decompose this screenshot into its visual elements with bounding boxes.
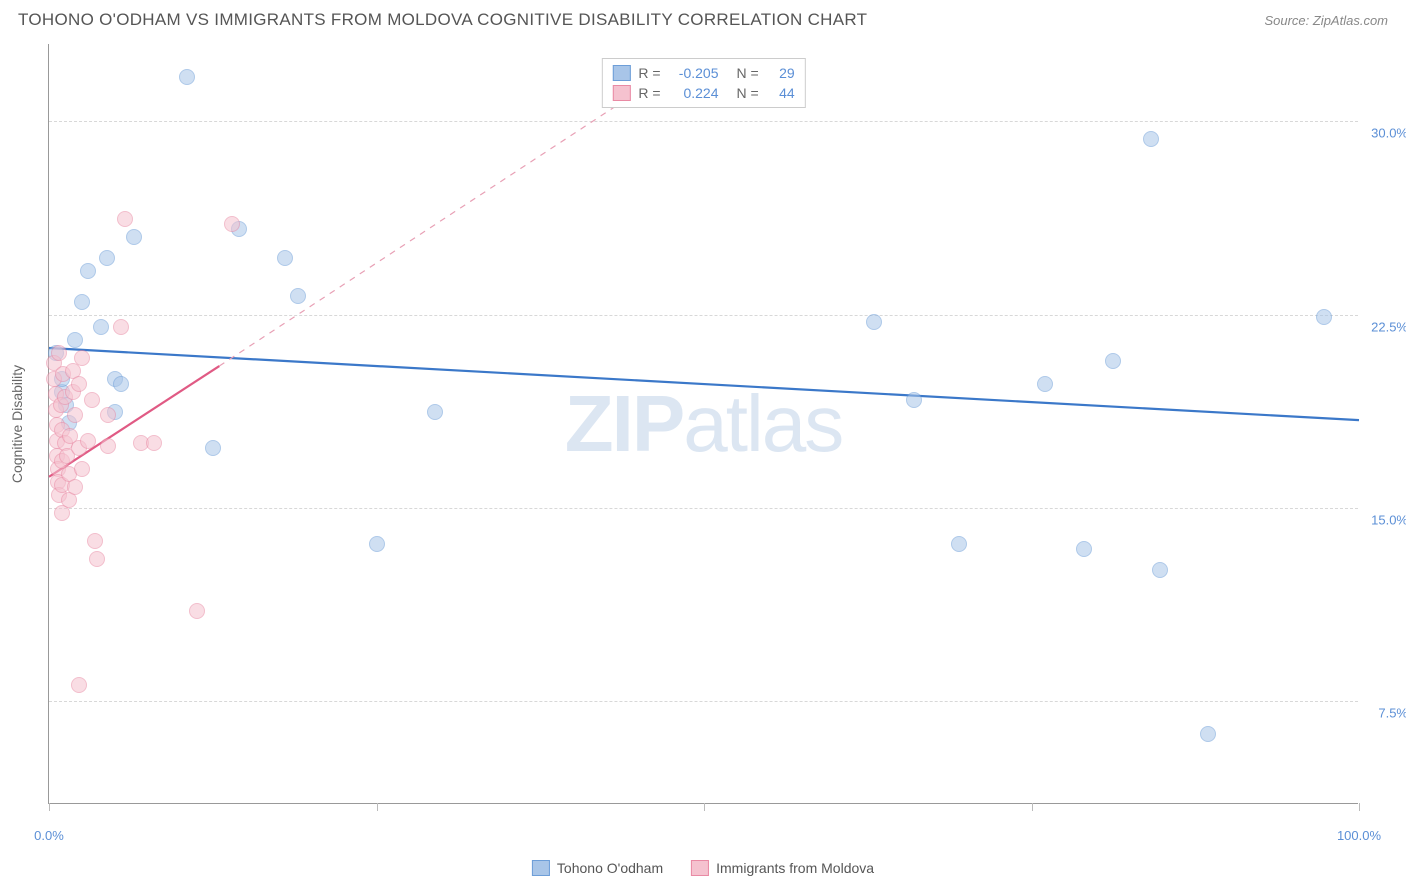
- n-value: 44: [767, 85, 795, 101]
- data-point: [74, 350, 90, 366]
- data-point: [71, 376, 87, 392]
- x-tick: [704, 803, 705, 811]
- x-tick: [1359, 803, 1360, 811]
- r-value: -0.205: [669, 65, 719, 81]
- watermark: ZIPatlas: [565, 378, 842, 470]
- data-point: [113, 376, 129, 392]
- data-point: [100, 438, 116, 454]
- data-point: [100, 407, 116, 423]
- data-point: [117, 211, 133, 227]
- trend-line: [49, 348, 1359, 420]
- data-point: [84, 392, 100, 408]
- x-tick: [377, 803, 378, 811]
- watermark-bold: ZIP: [565, 379, 683, 468]
- data-point: [1316, 309, 1332, 325]
- legend-swatch: [612, 85, 630, 101]
- legend-item: Tohono O'odham: [532, 860, 663, 876]
- y-tick-label: 15.0%: [1363, 512, 1406, 527]
- data-point: [906, 392, 922, 408]
- data-point: [427, 404, 443, 420]
- data-point: [179, 69, 195, 85]
- trend-line: [219, 83, 651, 366]
- y-tick-label: 7.5%: [1363, 705, 1406, 720]
- data-point: [290, 288, 306, 304]
- data-point: [51, 345, 67, 361]
- gridline: [49, 701, 1358, 702]
- watermark-light: atlas: [683, 379, 842, 468]
- r-value: 0.224: [669, 85, 719, 101]
- data-point: [126, 229, 142, 245]
- data-point: [189, 603, 205, 619]
- source-label: Source: ZipAtlas.com: [1264, 13, 1388, 28]
- data-point: [951, 536, 967, 552]
- legend-label: Tohono O'odham: [557, 860, 663, 876]
- x-tick: [49, 803, 50, 811]
- data-point: [1076, 541, 1092, 557]
- n-value: 29: [767, 65, 795, 81]
- gridline: [49, 121, 1358, 122]
- n-label: N =: [737, 65, 759, 81]
- data-point: [113, 319, 129, 335]
- y-axis-title: Cognitive Disability: [9, 364, 25, 482]
- n-label: N =: [737, 85, 759, 101]
- data-point: [80, 433, 96, 449]
- chart-plot-area: ZIPatlas Cognitive Disability 7.5%15.0%2…: [48, 44, 1358, 804]
- data-point: [146, 435, 162, 451]
- gridline: [49, 315, 1358, 316]
- data-point: [205, 440, 221, 456]
- data-point: [67, 407, 83, 423]
- x-tick-label: 0.0%: [34, 828, 64, 843]
- trend-lines: [49, 44, 1359, 804]
- x-tick-label: 100.0%: [1337, 828, 1381, 843]
- y-tick-label: 22.5%: [1363, 319, 1406, 334]
- legend-item: Immigrants from Moldova: [691, 860, 874, 876]
- data-point: [87, 533, 103, 549]
- x-tick: [1032, 803, 1033, 811]
- data-point: [1152, 562, 1168, 578]
- data-point: [1105, 353, 1121, 369]
- data-point: [1200, 726, 1216, 742]
- r-label: R =: [638, 85, 660, 101]
- data-point: [80, 263, 96, 279]
- data-point: [369, 536, 385, 552]
- data-point: [67, 332, 83, 348]
- gridline: [49, 508, 1358, 509]
- data-point: [1143, 131, 1159, 147]
- legend-swatch: [612, 65, 630, 81]
- stats-legend-row: R = -0.205 N = 29: [612, 63, 794, 83]
- data-point: [93, 319, 109, 335]
- data-point: [74, 294, 90, 310]
- data-point: [224, 216, 240, 232]
- legend-swatch: [532, 860, 550, 876]
- chart-title: TOHONO O'ODHAM VS IMMIGRANTS FROM MOLDOV…: [18, 10, 867, 30]
- data-point: [71, 677, 87, 693]
- legend-label: Immigrants from Moldova: [716, 860, 874, 876]
- data-point: [99, 250, 115, 266]
- data-point: [866, 314, 882, 330]
- y-tick-label: 30.0%: [1363, 126, 1406, 141]
- data-point: [277, 250, 293, 266]
- data-point: [74, 461, 90, 477]
- data-point: [67, 479, 83, 495]
- data-point: [89, 551, 105, 567]
- r-label: R =: [638, 65, 660, 81]
- series-legend: Tohono O'odham Immigrants from Moldova: [532, 860, 874, 876]
- stats-legend-row: R = 0.224 N = 44: [612, 83, 794, 103]
- data-point: [1037, 376, 1053, 392]
- legend-swatch: [691, 860, 709, 876]
- stats-legend-box: R = -0.205 N = 29 R = 0.224 N = 44: [601, 58, 805, 108]
